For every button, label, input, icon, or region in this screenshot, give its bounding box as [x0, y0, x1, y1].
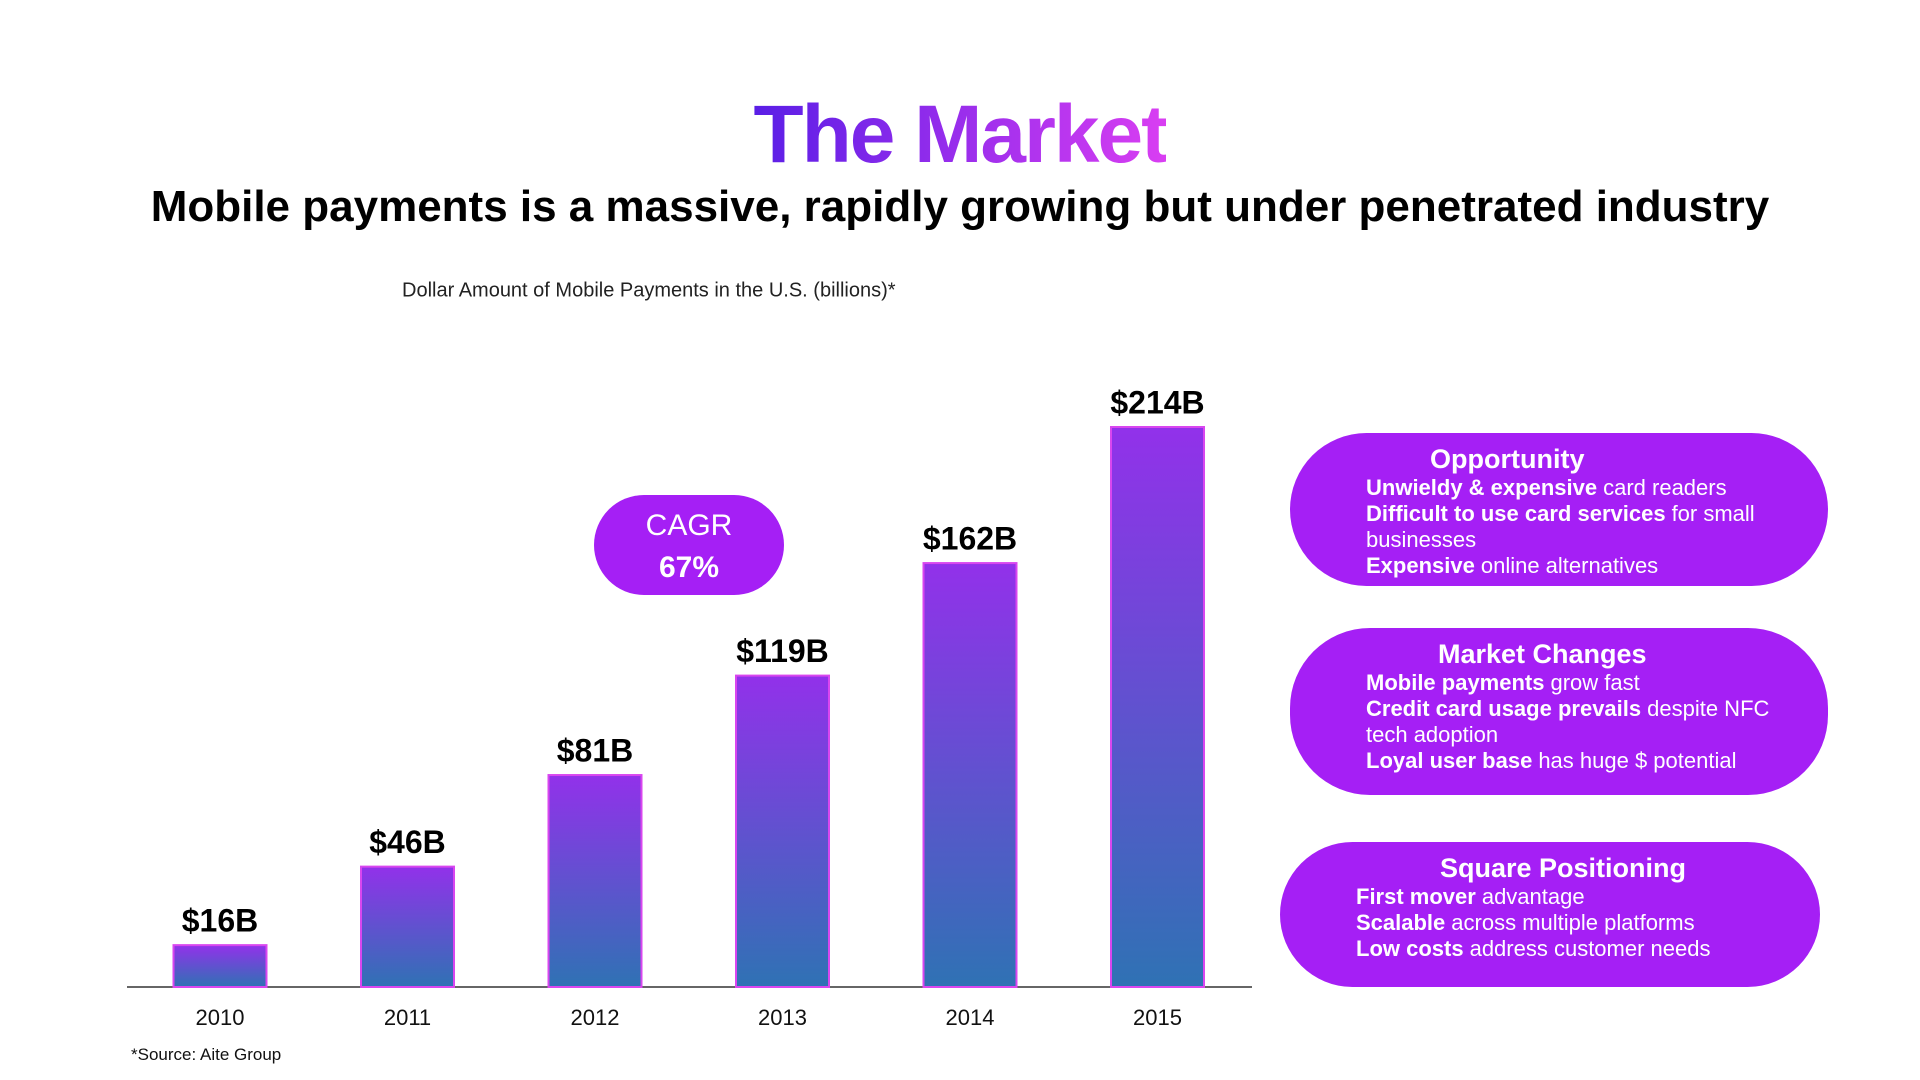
- panel-item-bold: Expensive: [1366, 553, 1475, 578]
- x-tick-label: 2012: [571, 1005, 620, 1030]
- panel-title: Square Positioning: [1440, 853, 1687, 883]
- annotation: 67%: [659, 551, 719, 584]
- panel-item: Unwieldy & expensive card readers: [1366, 475, 1808, 501]
- panel-item-bold: Scalable: [1356, 910, 1446, 935]
- slide-subtitle: Mobile payments is a massive, rapidly gr…: [150, 182, 1770, 231]
- panel-item-text: for small businesses: [1366, 501, 1755, 552]
- panel-item-bold: Credit card usage prevails: [1366, 696, 1642, 721]
- bar: [735, 674, 830, 988]
- value-label: $81B: [557, 732, 634, 768]
- value-label: $162B: [923, 521, 1017, 557]
- cagr-pill: [594, 495, 784, 595]
- value-label: $46B: [369, 824, 446, 860]
- panel-item: Credit card usage prevails despite NFC te…: [1366, 696, 1808, 748]
- x-tick-label: 2013: [758, 1005, 807, 1030]
- bar: [360, 865, 455, 988]
- panel-item: Expensive online alternatives: [1366, 553, 1808, 579]
- panel: Opportunity Unwieldy & expensive card read…: [1290, 433, 1828, 586]
- value-label: $16B: [182, 903, 259, 939]
- panel-item-bold: Low costs: [1356, 936, 1464, 961]
- x-tick-label: 2015: [1133, 1005, 1182, 1030]
- panel-item-text: advantage: [1481, 884, 1585, 909]
- source-note: *Source: Aite Group: [131, 1045, 282, 1064]
- panel-item-text: has huge $ potential: [1538, 748, 1737, 773]
- panel-item-bold: Unwieldy & expensive: [1366, 475, 1598, 500]
- panel-item-bold: Difficult to use card services: [1366, 501, 1666, 526]
- panel-item: First mover advantage: [1356, 884, 1800, 910]
- panel-item-bold: Loyal user base: [1366, 748, 1533, 773]
- slide-title: The Market: [0, 88, 1920, 182]
- panel-item-text: address customer needs: [1469, 936, 1711, 961]
- panel-item-text: online alternatives: [1480, 553, 1659, 578]
- panel-item-text: despite NFC tech adoption: [1366, 696, 1770, 747]
- bar: [1110, 426, 1205, 988]
- panel-item-text: across multiple platforms: [1451, 910, 1695, 935]
- panel: Market Changes Mobile payments grow fast Cr…: [1290, 628, 1828, 795]
- annotation: CAGR: [646, 509, 733, 542]
- panel-title: Opportunity: [1430, 444, 1585, 474]
- panel: Square Positioning First mover advantage Sc…: [1280, 842, 1820, 987]
- panel-item: Scalable across multiple platforms: [1356, 910, 1800, 936]
- bar: [922, 562, 1018, 988]
- value-label: $119B: [736, 633, 829, 669]
- x-tick-label: 2011: [384, 1005, 431, 1030]
- panel-item-text: card readers: [1603, 475, 1727, 500]
- x-tick-label: 2010: [196, 1005, 245, 1030]
- slide-title-text: The Market: [753, 89, 1169, 180]
- value-label: $214B: [1110, 384, 1204, 420]
- x-tick-label: 2014: [946, 1005, 995, 1030]
- chart-title: Dollar Amount of Mobile Payments in the …: [402, 279, 896, 301]
- bar: [172, 944, 268, 989]
- panel-item-bold: First mover: [1356, 884, 1476, 909]
- bar: [547, 774, 643, 988]
- panel-item-text: grow fast: [1550, 670, 1640, 695]
- panel-item: Mobile payments grow fast: [1366, 670, 1808, 696]
- panel-item: Difficult to use card services for small …: [1366, 501, 1808, 553]
- panel-item: Low costs address customer needs: [1356, 936, 1800, 962]
- panel-item-bold: Mobile payments: [1366, 670, 1545, 695]
- panel-item: Loyal user base has huge $ potential: [1366, 748, 1808, 774]
- panel-title: Market Changes: [1438, 639, 1647, 669]
